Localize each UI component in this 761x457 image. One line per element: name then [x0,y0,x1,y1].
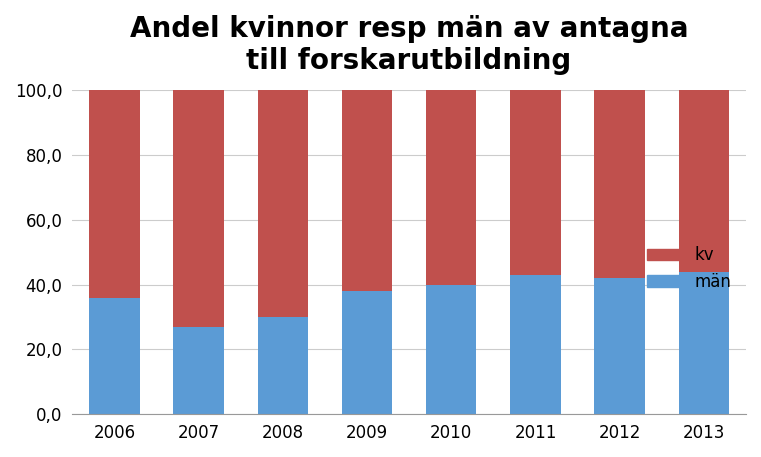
Bar [510,90,561,275]
Bar [342,291,392,414]
Bar [679,90,729,272]
Bar [257,317,308,414]
Bar [174,327,224,414]
Bar [426,285,476,414]
Bar [426,90,476,285]
Bar [594,278,645,414]
Bar [174,90,224,327]
Title: Andel kvinnor resp män av antagna
till forskarutbildning: Andel kvinnor resp män av antagna till f… [130,15,689,75]
Bar [510,275,561,414]
Bar [679,272,729,414]
Legend: kv, män: kv, män [641,239,737,298]
Bar [89,90,139,298]
Bar [342,90,392,291]
Bar [89,298,139,414]
Bar [257,90,308,317]
Bar [594,90,645,278]
